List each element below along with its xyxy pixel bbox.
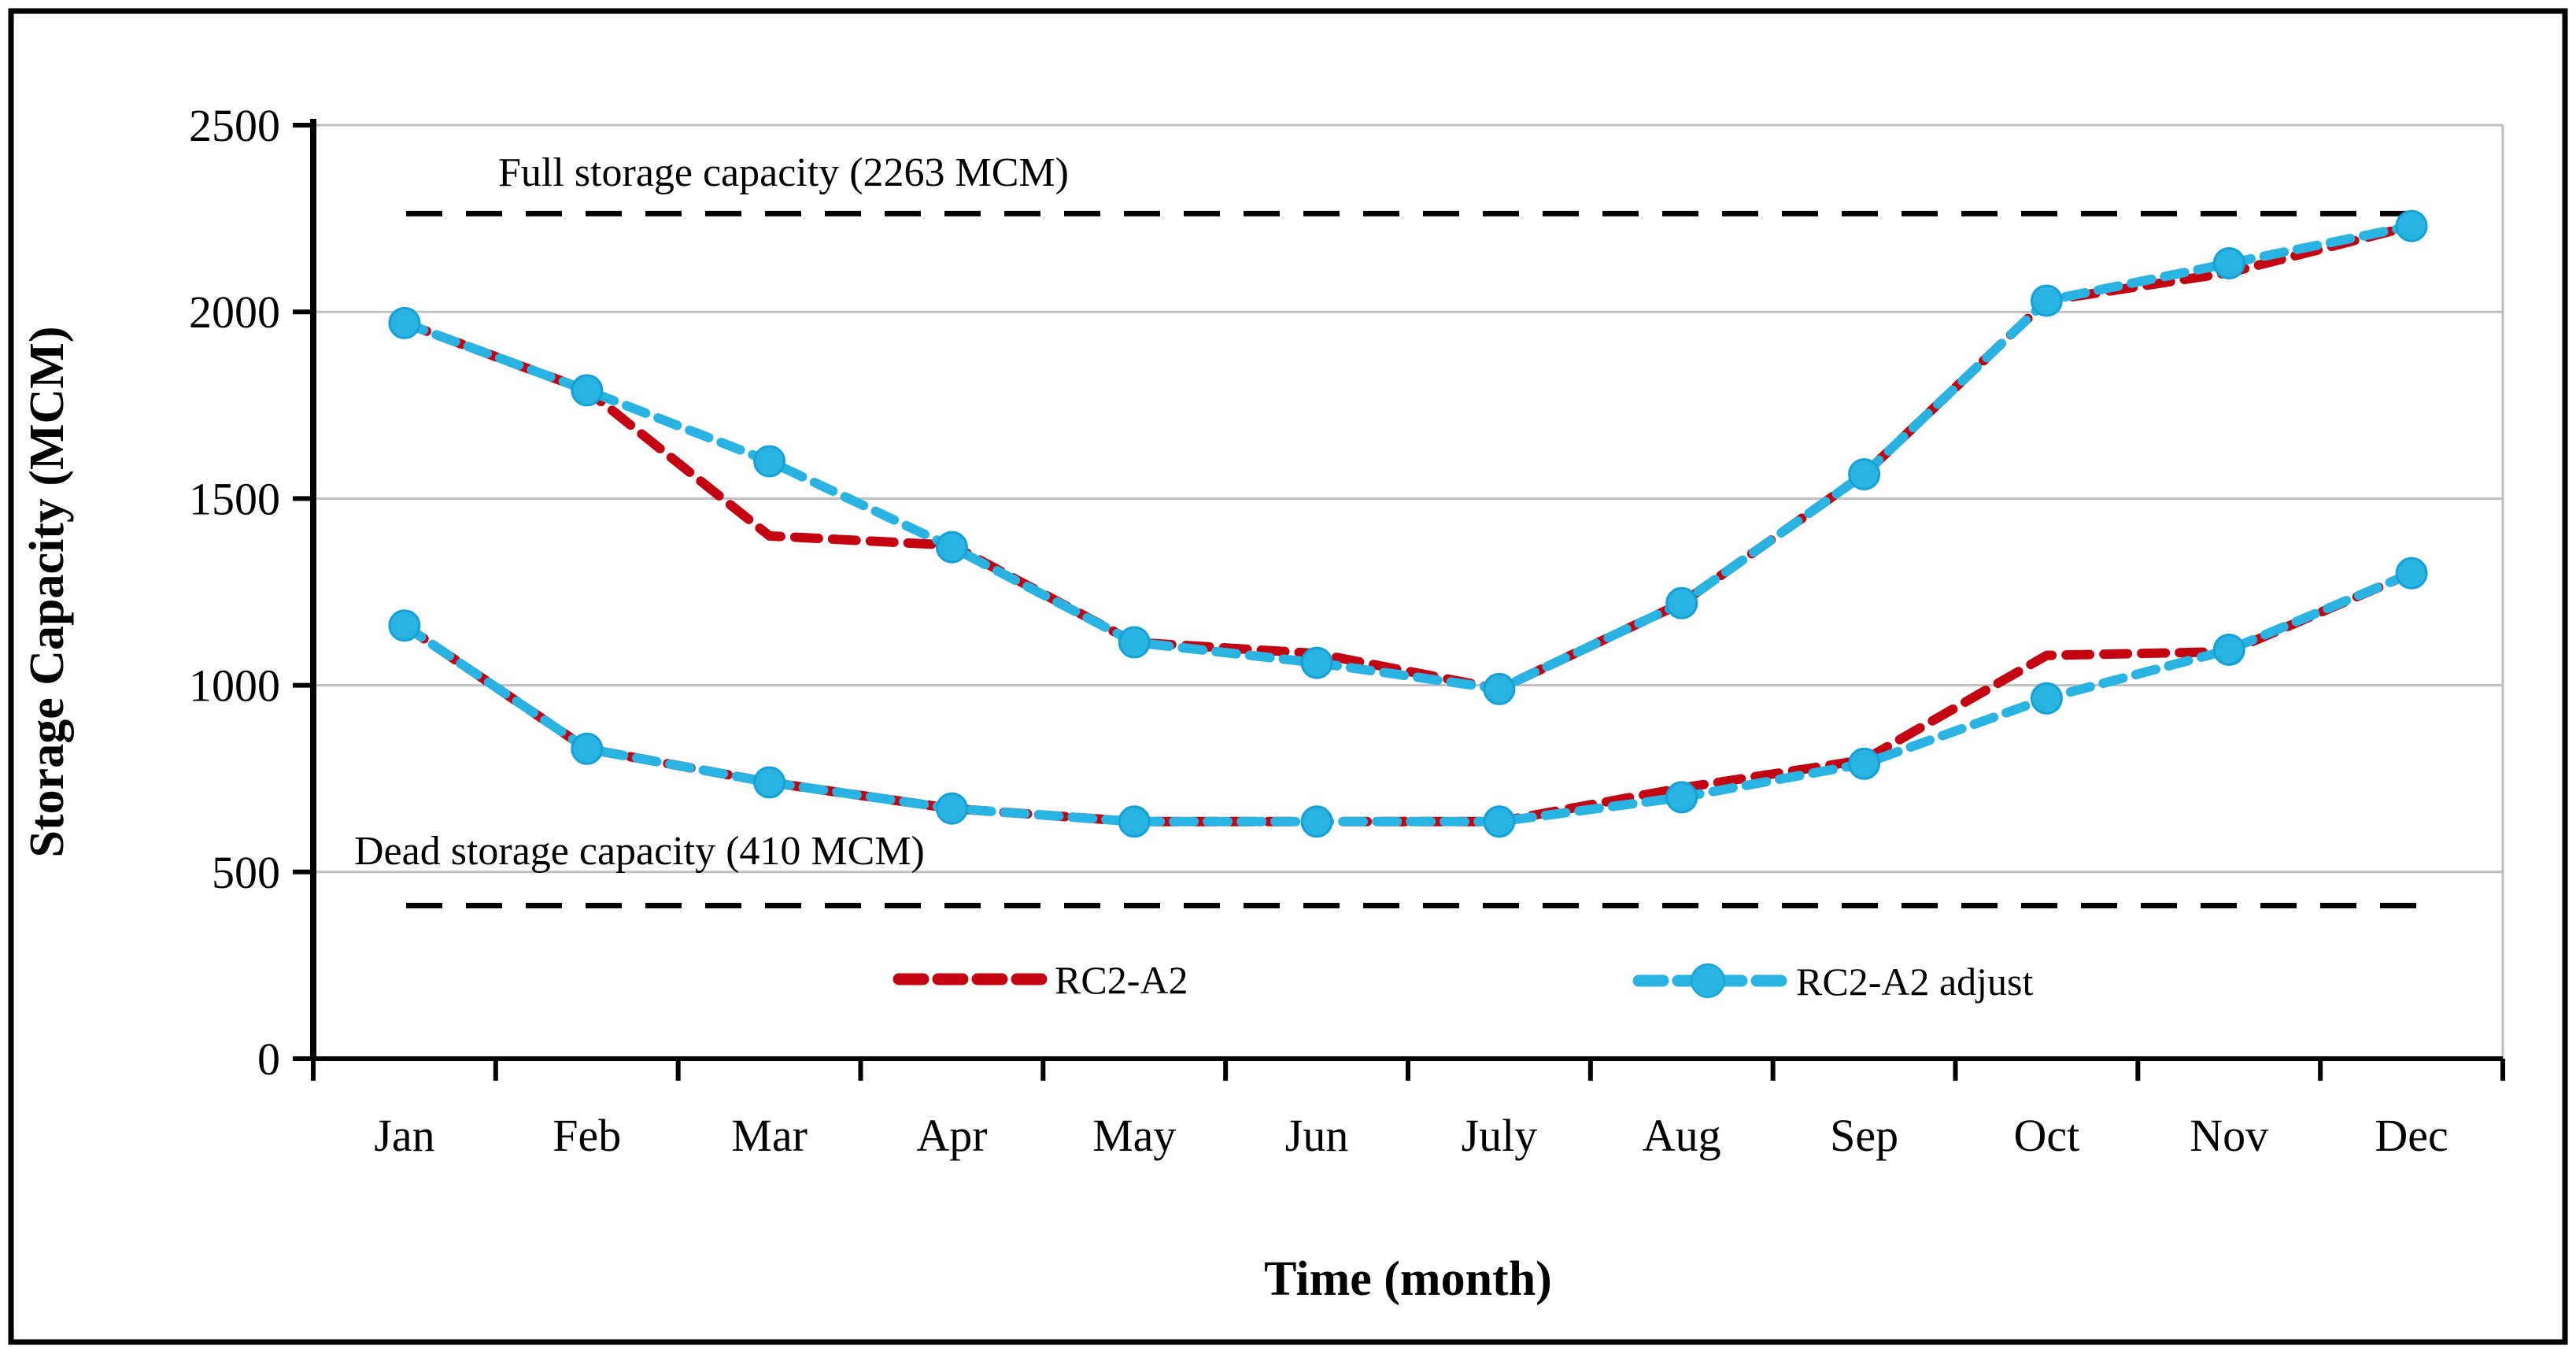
marker-lower-aug xyxy=(1665,781,1698,814)
y-tick-label-0: 0 xyxy=(257,1033,280,1085)
marker-upper-nov xyxy=(2212,247,2245,280)
y-tick-labels: 0 500 1000 1500 2000 2500 xyxy=(189,100,280,1085)
y-tick-label-2500: 2500 xyxy=(189,100,280,151)
marker-lower-sep xyxy=(1848,747,1881,780)
x-axis-title: Time (month) xyxy=(1264,1252,1552,1306)
marker-upper-apr xyxy=(935,531,968,564)
axes xyxy=(310,119,2503,1061)
marker-upper-sep xyxy=(1848,458,1881,491)
marker-upper-mar xyxy=(753,445,786,478)
data-series xyxy=(388,209,2428,838)
legend-marker-circle xyxy=(1691,963,1725,998)
marker-lower-dec xyxy=(2395,556,2428,590)
marker-lower-nov xyxy=(2212,634,2245,667)
x-tick-label-july: July xyxy=(1462,1110,1538,1161)
figure-border xyxy=(8,8,2568,1345)
dead-storage-annotation: Dead storage capacity (410 MCM) xyxy=(354,829,925,874)
full-storage-annotation: Full storage capacity (2263 MCM) xyxy=(498,150,1069,195)
y-tick-label-500: 500 xyxy=(212,847,280,898)
x-tick-label-jan: Jan xyxy=(374,1110,434,1161)
marker-lower-mar xyxy=(753,766,786,799)
reference-lines xyxy=(406,210,2424,908)
series-rc2-a2-upper-line xyxy=(399,221,2417,694)
x-tick-label-nov: Nov xyxy=(2190,1110,2268,1161)
y-tick-label-2000: 2000 xyxy=(189,287,280,338)
y-tick-label-1000: 1000 xyxy=(189,660,280,712)
y-axis-title: Storage Capacity (MCM) xyxy=(20,327,74,858)
marker-upper-july xyxy=(1483,672,1516,705)
x-tick-label-dec: Dec xyxy=(2375,1110,2448,1161)
legend: RC2-A2 RC2-A2 adjust xyxy=(893,958,2034,1004)
gridlines xyxy=(313,124,2503,874)
y-tick-label-1500: 1500 xyxy=(189,473,280,524)
marker-upper-oct xyxy=(2030,284,2063,317)
marker-upper-jan xyxy=(388,306,421,339)
marker-upper-jun xyxy=(1300,646,1333,679)
marker-lower-july xyxy=(1483,805,1516,838)
x-tick-label-oct: Oct xyxy=(2014,1110,2080,1161)
marker-lower-may xyxy=(1118,805,1151,838)
marker-upper-may xyxy=(1118,626,1151,659)
legend-label-rc2-a2-adjust: RC2-A2 adjust xyxy=(1796,960,2034,1004)
x-tick-label-jun: Jun xyxy=(1285,1110,1349,1161)
series-rc2-a2-adjust-lower-line xyxy=(399,568,2417,826)
x-tick-label-apr: Apr xyxy=(916,1110,987,1161)
series-rc2-a2-adjust-upper-line xyxy=(399,221,2417,694)
x-tick-label-feb: Feb xyxy=(553,1110,621,1161)
marker-upper-dec xyxy=(2395,209,2428,242)
marker-upper-aug xyxy=(1665,586,1698,619)
series-rc2-a2-lower-line xyxy=(399,568,2417,826)
legend-label-rc2-a2: RC2-A2 xyxy=(1055,958,1188,1002)
marker-upper-feb xyxy=(571,374,604,407)
marker-lower-apr xyxy=(935,792,968,825)
x-tick-label-sep: Sep xyxy=(1830,1110,1898,1161)
marker-lower-oct xyxy=(2030,682,2063,715)
marker-lower-feb xyxy=(571,732,604,765)
marker-lower-jan xyxy=(388,609,421,642)
marker-lower-jun xyxy=(1300,805,1333,838)
x-tick-label-mar: Mar xyxy=(731,1110,808,1161)
x-tick-label-may: May xyxy=(1092,1110,1176,1161)
x-tick-label-aug: Aug xyxy=(1643,1110,1721,1161)
tick-marks xyxy=(293,123,2505,1081)
x-tick-labels: Jan Feb Mar Apr May Jun July Aug Sep Oct Nov Dec xyxy=(374,1110,2448,1161)
